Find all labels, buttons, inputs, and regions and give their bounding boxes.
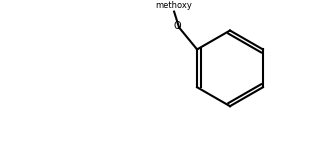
Text: O: O <box>173 21 181 31</box>
Text: methoxy: methoxy <box>156 1 192 10</box>
